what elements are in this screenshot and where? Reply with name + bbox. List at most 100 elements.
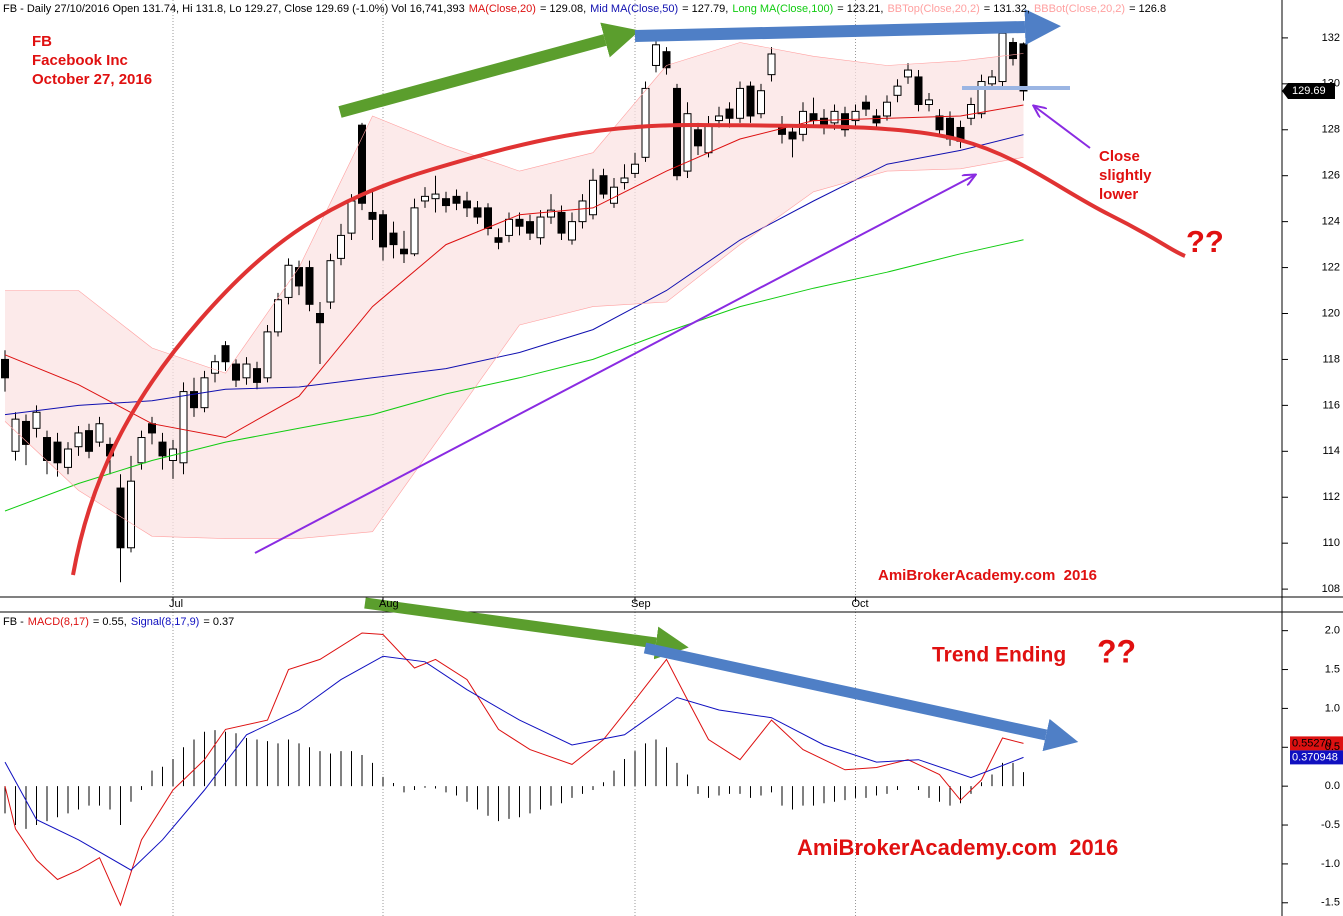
candle-body [673,87,681,177]
legend-label: Mid MA(Close,50) [590,3,678,15]
candle-body [337,234,345,259]
candle-body [715,115,723,122]
candle-body [95,423,104,443]
price-tag [1282,82,1335,99]
candle-body [64,448,72,468]
candle-body [557,211,566,234]
y-tick-label: 128 [1322,124,1340,136]
candle-body [305,267,314,305]
candle-body [358,124,366,204]
annotation-arrow [634,9,1061,45]
candle-body [410,207,419,255]
candle-body [526,221,534,234]
candle-body [988,76,996,85]
candle-body [473,207,482,218]
y-tick-label: 116 [1322,399,1340,411]
candle-body [914,76,923,106]
candle-body [452,195,461,204]
candle-body [620,177,629,184]
value-tag-label: 0.370948 [1292,751,1338,763]
indicator-line [5,42,1024,374]
candle-body [85,430,93,452]
y-tick-label: 126 [1322,170,1340,182]
candle-body [641,87,650,158]
candle-body [830,110,839,124]
candle-body [116,487,125,549]
candle-body [484,207,492,230]
candle-body [53,441,62,464]
candle-body [179,391,188,464]
candle-body [841,113,849,131]
candle-body [316,313,324,324]
y-tick-label: 120 [1322,307,1340,319]
candle-body [389,232,398,246]
annotation-curve [71,122,1186,576]
candle-body [253,368,261,383]
y-tick-label: -1.0 [1321,858,1340,870]
candle-body [379,214,387,248]
candle-body [442,198,450,207]
annotation-text: ?? [1097,633,1136,669]
x-tick-label: Jul [169,598,183,610]
candle-body [547,209,555,218]
y-tick-label: 124 [1322,216,1340,228]
legend-label: BBTop(Close,20,2) [887,3,979,15]
candle-body [925,99,933,106]
price-tag-label: 129.69 [1292,85,1326,97]
candle-body [610,186,618,204]
candle-body [1,358,9,379]
candle-body [463,200,471,209]
candle-body [515,218,524,227]
candle-body [809,113,818,122]
candle-body [505,218,513,236]
candle-body [883,101,891,117]
candle-body [263,331,272,379]
legend-label: MA(Close,20) [469,3,536,15]
legend-value: = 123.21, [837,3,883,15]
watermark: AmiBrokerAcademy.com 2016 [878,567,1097,584]
y-tick-label: 1.5 [1325,663,1340,675]
candle-body [904,69,912,78]
annotation-text: slightly [1099,167,1152,184]
annotation-trend-line [254,175,975,554]
candle-body [652,44,660,66]
y-tick-label: 0.0 [1325,780,1340,792]
candle-body [221,345,230,363]
y-tick-label: 112 [1322,491,1340,503]
candle-body [347,200,356,234]
candle-body [32,411,41,429]
legend-value: = 126.8 [1129,3,1166,15]
y-tick-label: 110 [1322,537,1340,549]
candle-body [242,363,251,379]
candle-body [211,361,219,374]
candle-body [694,129,702,147]
candle-body [431,193,440,200]
candle-body [967,104,975,119]
indicator-line [4,239,1024,512]
indicator-line [4,104,1024,439]
indicator-line [4,655,1024,871]
candle-body [757,90,765,115]
candle-body [589,179,597,216]
candle-body [977,81,986,115]
legend-value: = 127.79, [682,3,728,15]
candle-body [704,124,713,154]
y-tick-label: 108 [1322,583,1340,595]
watermark: AmiBrokerAcademy.com 2016 [797,835,1118,860]
candle-body [232,363,240,381]
candle-body [494,237,503,243]
legend-value: = 0.37 [203,616,234,628]
annotation-arrow [338,22,640,118]
candle-body [599,175,608,195]
annotation-text: ?? [1186,224,1224,259]
legend-label: Signal(8,17,9) [131,616,200,628]
y-tick-label: -0.5 [1321,819,1340,831]
legend-label: BBBot(Close,20,2) [1034,3,1125,15]
legend-label: MACD(8,17) [28,616,89,628]
annotation-text: Close [1099,148,1140,165]
legend-value: = 131.32, [984,3,1030,15]
candle-body [746,85,755,117]
indicator-line [4,632,1024,907]
annotation-text: Trend Ending [932,644,1066,667]
